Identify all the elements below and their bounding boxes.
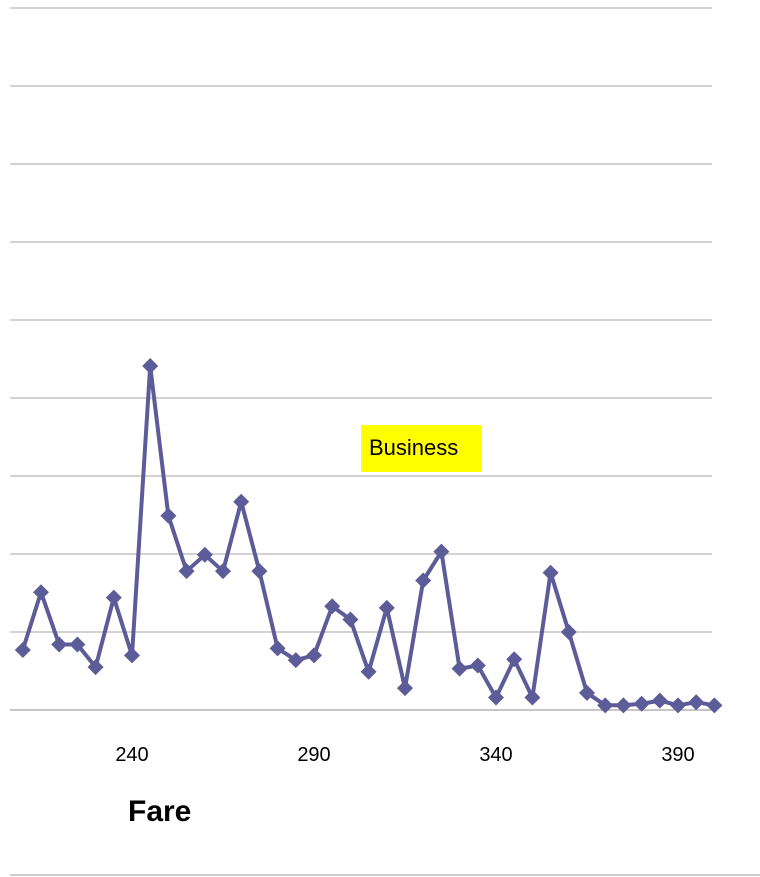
data-point-marker	[124, 647, 140, 664]
data-point-marker	[488, 689, 504, 706]
data-point-marker	[542, 564, 559, 581]
data-point-marker	[397, 680, 413, 697]
data-point-marker	[51, 636, 68, 653]
data-point-marker	[269, 640, 286, 657]
x-tick-label: 290	[297, 744, 330, 766]
data-point-marker	[215, 563, 231, 580]
series-layer	[14, 358, 723, 714]
data-point-marker	[33, 584, 49, 601]
data-point-marker	[342, 611, 359, 628]
data-point-marker	[615, 697, 632, 714]
data-point-marker	[142, 358, 159, 375]
x-tick-labels: 240 290 340 390	[115, 744, 694, 766]
data-point-marker	[160, 507, 177, 524]
data-point-marker	[579, 684, 595, 701]
data-point-marker	[688, 694, 705, 711]
data-point-marker	[706, 697, 723, 714]
data-point-marker	[105, 589, 122, 606]
data-point-marker	[306, 647, 322, 664]
data-point-marker	[651, 692, 668, 709]
data-point-marker	[633, 695, 650, 712]
data-point-marker	[14, 641, 31, 658]
data-point-marker	[415, 572, 432, 589]
data-point-marker	[670, 697, 686, 714]
data-point-marker	[324, 598, 341, 615]
gridlines	[10, 7, 712, 711]
data-point-marker	[233, 493, 250, 510]
data-point-marker	[524, 689, 541, 706]
data-point-marker	[506, 651, 523, 668]
data-point-marker	[560, 624, 577, 640]
data-point-marker	[433, 543, 450, 560]
annotation-business: Business	[361, 425, 482, 472]
data-point-marker	[360, 663, 377, 680]
annotation-text: Business	[369, 435, 458, 460]
data-point-marker	[451, 660, 468, 677]
annotation-highlight	[361, 425, 482, 472]
x-tick-label: 240	[115, 744, 148, 766]
data-point-marker	[87, 659, 104, 676]
x-tick-label: 390	[661, 744, 694, 766]
data-point-marker	[69, 636, 86, 653]
data-point-marker	[196, 546, 213, 563]
data-point-marker	[597, 697, 614, 714]
data-point-marker	[178, 563, 195, 580]
data-point-marker	[287, 652, 304, 669]
data-point-marker	[469, 657, 486, 674]
x-axis-title: Fare	[128, 795, 191, 828]
x-tick-label: 340	[479, 744, 512, 766]
data-point-marker	[251, 563, 268, 580]
data-point-marker	[378, 599, 395, 616]
